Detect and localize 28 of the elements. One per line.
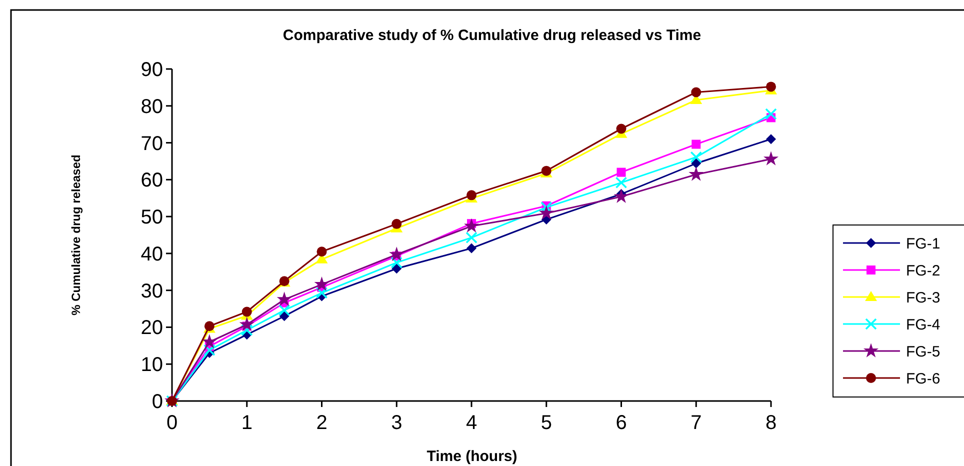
x-tick-label: 2 <box>316 412 328 434</box>
x-tick-label: 6 <box>616 412 627 434</box>
y-tick-label: 0 <box>152 391 163 413</box>
y-axis-title: % Cumulative drug released <box>69 154 83 316</box>
y-tick-label: 90 <box>140 59 163 81</box>
x-tick-label: 4 <box>466 412 478 434</box>
legend-label: FG-1 <box>906 235 940 252</box>
x-tick-label: 0 <box>166 412 178 434</box>
y-tick-label: 70 <box>140 132 163 155</box>
x-axis-title: Time (hours) <box>426 448 518 465</box>
x-tick-label: 1 <box>241 412 252 434</box>
legend-label: FG-6 <box>906 370 940 388</box>
y-tick-label: 20 <box>140 317 163 340</box>
x-tick-label: 7 <box>690 412 702 434</box>
chart-title: Comparative study of % Cumulative drug released vs Time <box>282 27 702 44</box>
legend-label: FG-2 <box>906 262 940 280</box>
legend-label: FG-5 <box>906 343 940 360</box>
x-tick-label: 8 <box>765 412 777 434</box>
y-tick-label: 50 <box>140 206 163 229</box>
legend-label: FG-4 <box>906 316 940 334</box>
y-tick-label: 80 <box>140 96 163 118</box>
y-tick-label: 30 <box>140 280 163 302</box>
x-tick-label: 5 <box>540 412 552 434</box>
y-tick-label: 40 <box>140 243 163 266</box>
legend-label: FG-3 <box>906 289 940 306</box>
y-tick-label: 10 <box>140 354 163 376</box>
y-tick-label: 60 <box>140 170 163 192</box>
x-tick-label: 3 <box>391 412 402 434</box>
